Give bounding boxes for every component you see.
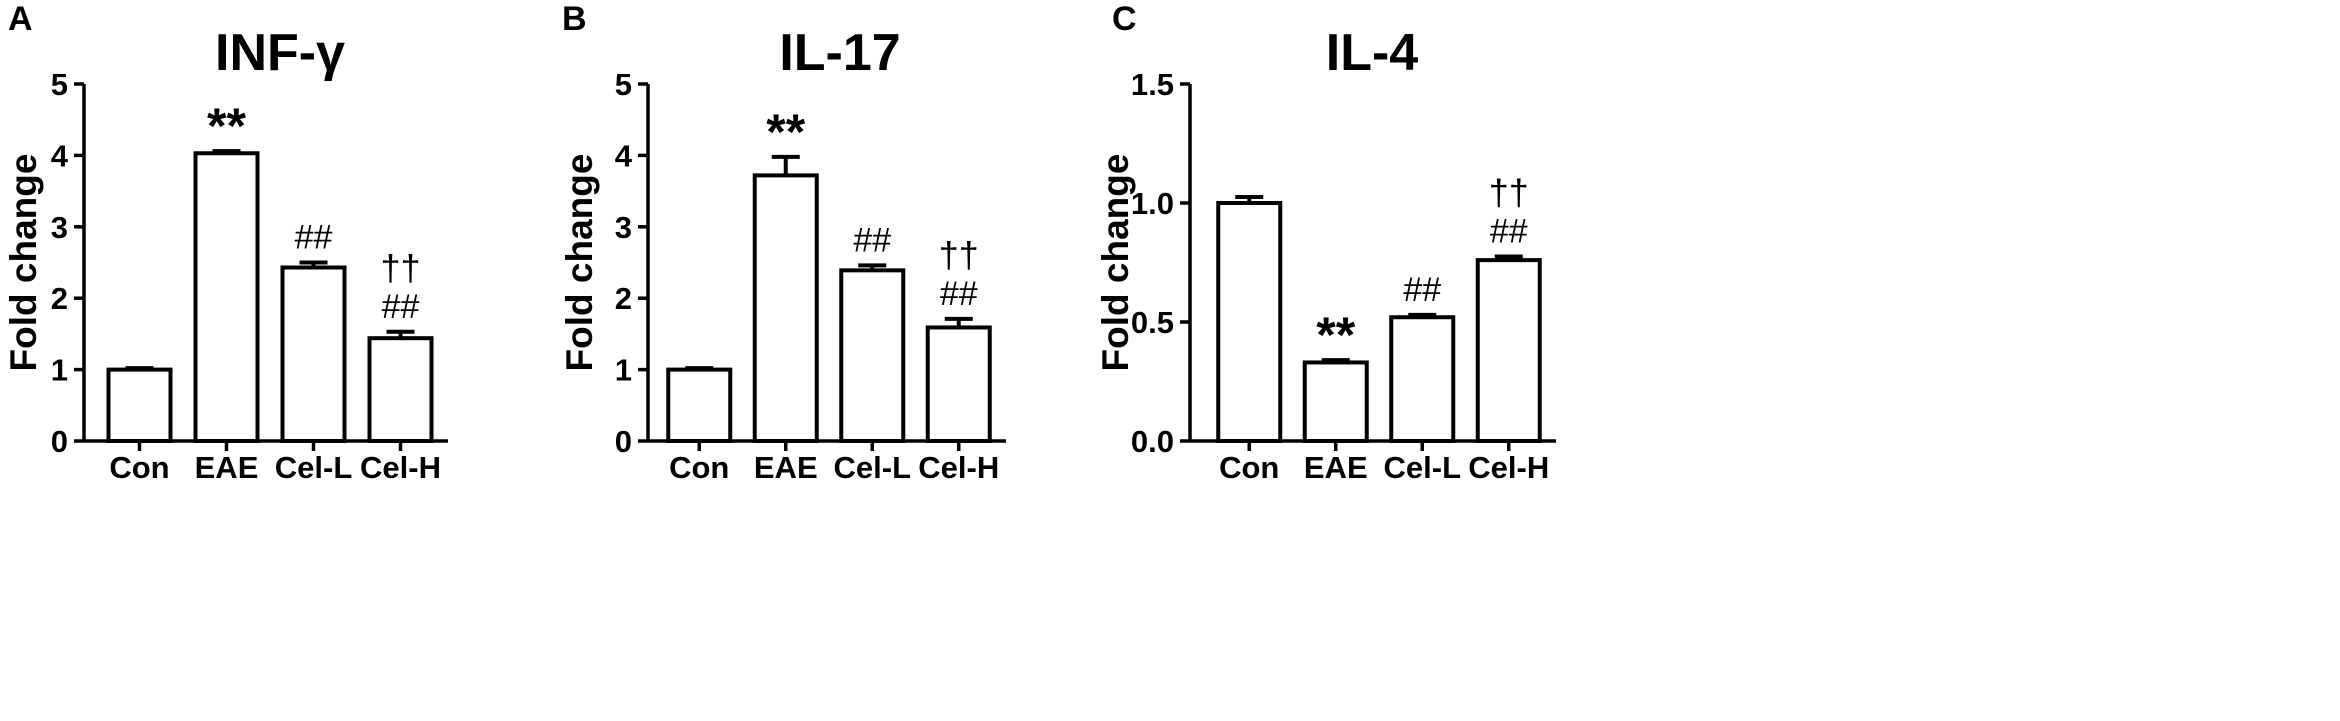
y-axis-label: Fold change (559, 154, 600, 372)
x-tick-label: Cel-H (360, 450, 441, 485)
significance-hash: ## (1490, 213, 1528, 251)
significance-hash: ## (853, 221, 891, 259)
y-tick-label: 5 (51, 67, 68, 102)
bar-cel-l (280, 265, 347, 443)
y-tick-label: 1 (51, 353, 68, 388)
y-tick-label: 3 (51, 210, 68, 245)
y-tick-label: 4 (615, 138, 633, 173)
y-tick-label: 1.0 (1131, 186, 1174, 221)
bar-con (1216, 201, 1283, 443)
significance-stars: ** (1316, 307, 1355, 363)
x-tick-label: EAE (195, 450, 259, 485)
chart-title: INF-γ (215, 24, 345, 82)
x-tick-label: Con (1219, 450, 1279, 485)
chart-panel-c: C IL-4 Fold change 0.0 0.5 1.0 1.5 Con EAE ** Cel-… (1095, 0, 1556, 485)
y-tick-label: 2 (51, 281, 68, 316)
y-tick-label: 4 (51, 138, 69, 173)
x-tick-label: Cel-L (1384, 450, 1462, 485)
significance-daggers: †† (380, 247, 420, 288)
x-tick-label: Con (109, 450, 169, 485)
x-tick-label: EAE (1304, 450, 1368, 485)
significance-hash: ## (1403, 271, 1441, 309)
y-tick-label: 3 (615, 210, 632, 245)
x-tick-label: Cel-H (918, 450, 999, 485)
y-tick-label: 0.0 (1131, 424, 1174, 459)
panel-letter: A (8, 0, 33, 38)
y-tick-label: 0 (615, 424, 632, 459)
bar-eae (1302, 360, 1369, 443)
significance-hash: ## (295, 219, 333, 257)
significance-daggers: †† (1489, 172, 1529, 213)
y-tick-label: 0.5 (1131, 305, 1174, 340)
significance-stars: ** (766, 104, 805, 160)
y-tick-label: 1 (615, 353, 632, 388)
x-tick-label: Con (669, 450, 729, 485)
y-tick-label: 0 (51, 424, 68, 459)
bar-eae (193, 151, 260, 443)
x-tick-label: EAE (754, 450, 818, 485)
bar-con (106, 367, 173, 444)
x-tick-label: Cel-L (834, 450, 912, 485)
chart-title: IL-4 (1326, 24, 1419, 82)
significance-hash: ## (940, 275, 978, 313)
bar-cel-l (1389, 315, 1456, 443)
y-axis-label: Fold change (1095, 154, 1136, 372)
bar-cel-h (367, 336, 434, 443)
chart-panel-b: B IL-17 Fold change 0 1 2 3 4 5 Con EAE ** Cel-L ## Ce… (559, 0, 1006, 485)
y-axis-label: Fold change (3, 154, 44, 372)
chart-title: IL-17 (779, 24, 900, 82)
panel-letter: B (562, 0, 587, 38)
significance-stars: ** (207, 98, 246, 154)
bar-cel-h (1475, 258, 1542, 443)
bar-eae (752, 173, 819, 443)
significance-daggers: †† (939, 234, 979, 275)
y-tick-label: 1.5 (1131, 67, 1174, 102)
significance-hash: ## (382, 288, 420, 326)
bar-cel-h (925, 325, 992, 443)
bar-con (666, 367, 733, 444)
x-tick-label: Cel-L (275, 450, 353, 485)
x-tick-label: Cel-H (1468, 450, 1549, 485)
y-tick-label: 2 (615, 281, 632, 316)
bar-cel-l (839, 268, 906, 443)
y-tick-label: 5 (615, 67, 632, 102)
panel-letter: C (1112, 0, 1137, 38)
chart-panel-a: A INF-γ Fold change 0 1 2 3 4 5 Con EAE ** Cel-L ## Ce… (3, 0, 448, 485)
